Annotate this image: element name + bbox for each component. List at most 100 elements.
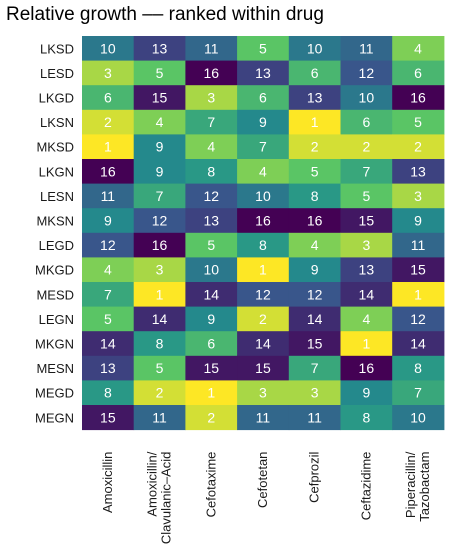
cell-value-label: 13 [152, 40, 168, 56]
heatmap-cell [237, 306, 290, 332]
cell-value-label: 13 [307, 90, 323, 106]
cell-value-label: 13 [410, 163, 426, 179]
cell-value-label: 12 [359, 65, 375, 81]
row-label: MEGN [35, 410, 74, 425]
row-label: MKSD [36, 140, 74, 155]
row-label: LESD [40, 66, 74, 81]
cell-value-label: 6 [104, 90, 112, 106]
heatmap-cell [185, 36, 238, 62]
cell-value-label: 3 [156, 262, 164, 278]
chart-title: Relative growth –– ranked within drug [6, 4, 324, 25]
heatmap-cell [288, 331, 341, 357]
cell-value-label: 11 [359, 40, 374, 56]
heatmap-cell [340, 134, 393, 160]
cell-value-label: 14 [100, 336, 116, 352]
cell-value-label: 8 [259, 237, 267, 253]
row-label: MESN [36, 361, 74, 376]
heatmap-cell [133, 208, 186, 234]
cell-value-label: 7 [156, 188, 164, 204]
cell-value-label: 2 [259, 311, 267, 327]
cell-value-label: 7 [414, 385, 422, 401]
cell-value-label: 1 [259, 262, 267, 278]
cell-value-label: 3 [207, 90, 215, 106]
heatmap-cell [82, 134, 135, 160]
cell-value-label: 5 [414, 114, 422, 130]
cell-value-label: 8 [207, 163, 215, 179]
column-labels: Amoxicillin Amoxicillin/Clavulanic–Acid Ce… [100, 451, 432, 544]
cell-value-label: 14 [152, 311, 168, 327]
cell-value-label: 9 [414, 213, 422, 229]
cell-value-label: 14 [359, 286, 375, 302]
row-label: MEGD [35, 386, 74, 401]
heatmap-cell [237, 232, 290, 258]
cell-value-label: 16 [100, 163, 116, 179]
cell-value-label: 6 [414, 65, 422, 81]
cell-value-label: 11 [411, 237, 426, 253]
heatmap-cell [237, 355, 290, 381]
cell-value-label: 5 [156, 360, 164, 376]
cell-value-label: 1 [311, 114, 319, 130]
cell-value-label: 8 [156, 336, 164, 352]
heatmap-cell [185, 331, 238, 357]
heatmap-cell [133, 109, 186, 135]
heatmap-cell [133, 232, 186, 258]
heatmap-cell [82, 85, 135, 111]
cell-value-label: 12 [152, 213, 168, 229]
heatmap-cell [340, 36, 393, 62]
heatmap-cell [133, 331, 186, 357]
cell-value-label: 14 [203, 286, 219, 302]
heatmap-cell [133, 134, 186, 160]
heatmap-cell [237, 36, 290, 62]
heatmap-cell [288, 232, 341, 258]
heatmap-cell [340, 257, 393, 283]
heatmap-cell [392, 306, 445, 332]
cell-value-label: 10 [203, 262, 219, 278]
heatmap-cell [82, 355, 135, 381]
heatmap-cell [340, 208, 393, 234]
cell-value-label: 11 [307, 409, 322, 425]
heatmap-cell [237, 60, 290, 86]
heatmap-cell [392, 257, 445, 283]
heatmap-cell [288, 306, 341, 332]
cell-value-label: 7 [311, 360, 319, 376]
heatmap-cell [133, 85, 186, 111]
cell-value-label: 15 [152, 90, 168, 106]
heatmap-cell [340, 60, 393, 86]
cell-value-label: 2 [362, 139, 370, 155]
cell-value-label: 3 [362, 237, 370, 253]
heatmap-cell [82, 306, 135, 332]
heatmap-cell [237, 85, 290, 111]
heatmap-cell [185, 232, 238, 258]
heatmap-cell [185, 380, 238, 406]
heatmap-cell [237, 109, 290, 135]
cell-value-label: 8 [104, 385, 112, 401]
heatmap-cell [288, 208, 341, 234]
cell-value-label: 15 [359, 213, 375, 229]
heatmap-cell [340, 405, 393, 431]
cell-value-label: 10 [410, 409, 426, 425]
heatmap-cell [185, 109, 238, 135]
cell-value-label: 3 [311, 385, 319, 401]
heatmap-cell [237, 380, 290, 406]
heatmap-cell [237, 159, 290, 185]
cell-value-label: 10 [307, 40, 323, 56]
heatmap-cell [288, 36, 341, 62]
heatmap-cell [288, 85, 341, 111]
cell-value-label: 5 [104, 311, 112, 327]
heatmap-cell [82, 183, 135, 209]
cell-value-label: 15 [410, 262, 426, 278]
cell-value-label: 4 [207, 139, 215, 155]
heatmap-cell [185, 159, 238, 185]
heatmap-cell [392, 60, 445, 86]
row-labels: LKSD LESD LKGD LKSN MKSD LKGN LESN MKSN LEGD MKGD… [35, 41, 74, 425]
cell-value-label: 16 [255, 213, 271, 229]
cell-value-label: 8 [362, 409, 370, 425]
cell-value-label: 5 [207, 237, 215, 253]
heatmap-cell [392, 159, 445, 185]
heatmap-cell [288, 380, 341, 406]
heatmap-cell [237, 134, 290, 160]
heatmap-cell [185, 183, 238, 209]
heatmap-cell [340, 331, 393, 357]
heatmap-cell [185, 85, 238, 111]
